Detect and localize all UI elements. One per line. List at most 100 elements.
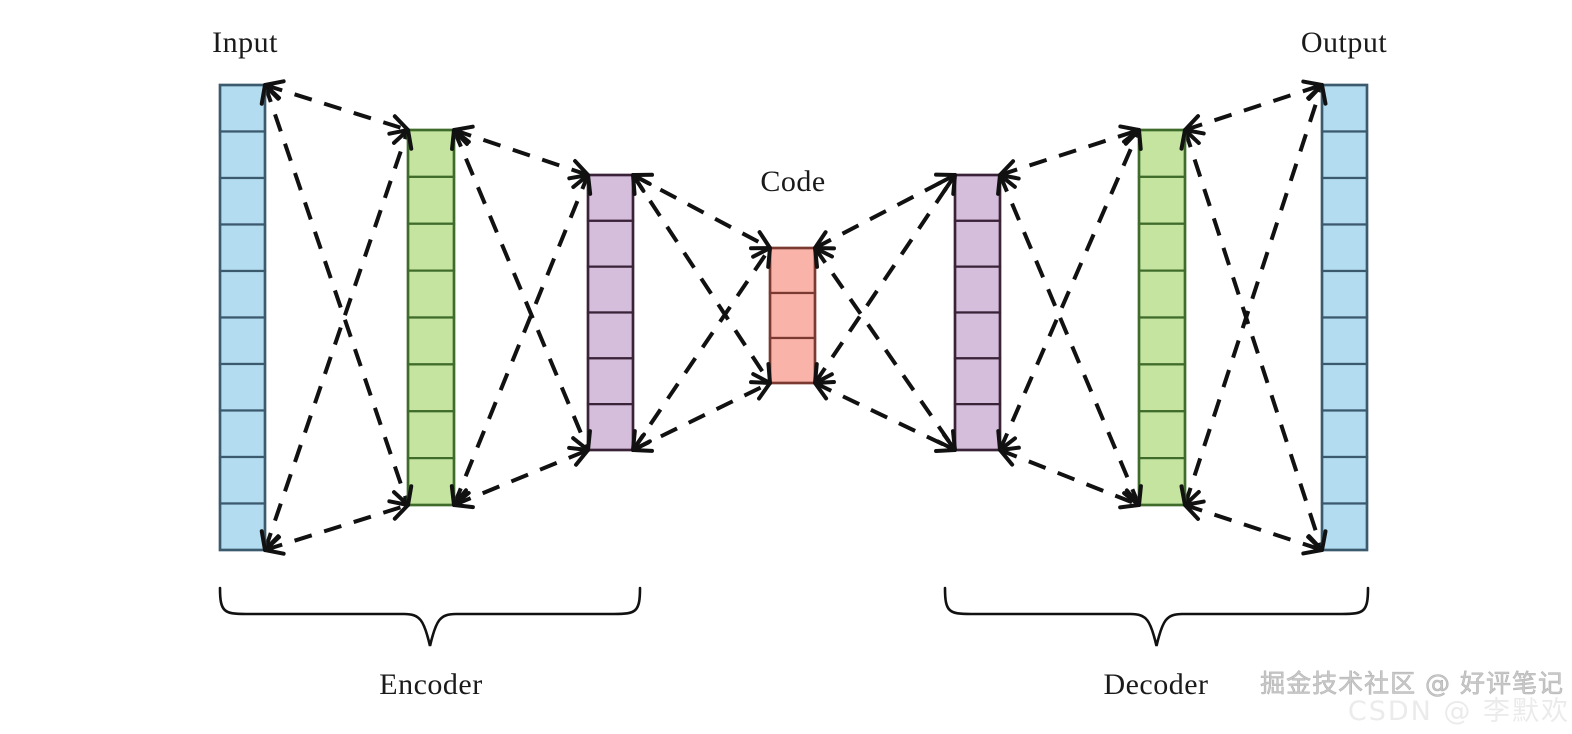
layer-encoder-hidden-2 (586, 173, 635, 452)
layer-output-unit (1320, 362, 1369, 412)
layer-encoder-hidden-2-unit (586, 173, 635, 222)
connection-arrowhead-1-2-fwd (571, 173, 593, 196)
connection-arrowhead-5-1-bwd (1179, 128, 1201, 151)
connection-arrowhead-2-1-bwd (631, 173, 652, 196)
layer-encoder-hidden-1-unit (406, 363, 456, 413)
connection-arrowhead-4-2-fwd (1122, 128, 1143, 151)
layer-encoder-hidden-1-unit (406, 128, 456, 178)
layer-input-unit (218, 362, 267, 412)
connection-arrowhead-5-3-fwd (1301, 534, 1324, 556)
layer-decoder-hidden-2-unit (1137, 175, 1187, 225)
layer-code-unit (768, 336, 817, 385)
layer-output-unit (1320, 223, 1369, 273)
connection-arrowhead-4-3-bwd (998, 445, 1021, 467)
layer-input-unit (218, 176, 267, 226)
watermark-juejin: 掘金技术社区 @ 好评笔记 (1260, 669, 1564, 699)
layer-decoder-hidden-2 (1137, 128, 1187, 507)
connection-line-code-to-decoder-hidden-1 (814, 173, 956, 250)
layer-decoder-hidden-1-unit (953, 403, 1002, 452)
connection-line-decoder-hidden-1-to-decoder-hidden-2 (998, 129, 1141, 451)
layer-output-unit (1320, 269, 1369, 319)
layer-decoder-hidden-1-unit (953, 357, 1002, 406)
layer-decoder-hidden-2-outline (1137, 128, 1187, 507)
layer-decoder-hidden-2-unit (1137, 363, 1187, 413)
connection-arrowhead-0-3-bwd (263, 534, 286, 556)
brace-label-decoder: Decoder (1103, 668, 1208, 701)
layer-output-unit (1320, 83, 1369, 133)
connection-arrowhead-1-3-bwd (452, 488, 475, 510)
connection-arrowhead-2-2-fwd (751, 246, 772, 269)
layer-label-code: Code (760, 165, 825, 198)
layer-encoder-hidden-1-unit (406, 175, 456, 225)
connections-group (263, 83, 1324, 552)
layer-input-unit (218, 269, 267, 319)
brace-encoder (218, 586, 642, 647)
connection-line-encoder-hidden-1-to-encoder-hidden-2 (452, 174, 590, 506)
connection-line-decoder-hidden-2-to-output (1183, 84, 1324, 506)
layer-encoder-hidden-2-unit (586, 357, 635, 406)
layer-input-unit (218, 83, 267, 133)
layer-input-unit (218, 223, 267, 273)
connection-line-decoder-hidden-1-to-decoder-hidden-2 (999, 448, 1140, 507)
layer-code-outline (768, 246, 817, 385)
layer-decoder-hidden-2-unit (1137, 316, 1187, 366)
layers-group (218, 83, 1369, 552)
connection-line-decoder-hidden-2-to-output (1184, 83, 1323, 132)
connection-line-encoder-hidden-1-to-encoder-hidden-2 (453, 448, 589, 507)
layer-code-unit (768, 291, 817, 340)
layer-input-unit (218, 502, 267, 552)
connection-line-decoder-hidden-2-to-output (1183, 129, 1324, 551)
connection-arrowhead-5-3-bwd (1183, 499, 1206, 521)
connection-line-encoder-hidden-2-to-code (631, 246, 772, 452)
connection-arrowhead-2-3-bwd (631, 432, 654, 453)
connection-line-code-to-decoder-hidden-1 (813, 246, 957, 452)
layer-input-outline (218, 83, 267, 552)
layer-decoder-hidden-1-unit (953, 265, 1002, 314)
layer-decoder-hidden-2-unit (1137, 269, 1187, 319)
connection-arrowhead-2-3-fwd (749, 380, 772, 401)
layer-input-unit (218, 455, 267, 505)
layer-encoder-hidden-1 (406, 128, 456, 507)
connection-line-encoder-hidden-1-to-encoder-hidden-2 (453, 128, 589, 177)
layer-output-unit (1320, 316, 1369, 366)
brace-decoder (943, 586, 1370, 647)
layer-output-unit (1320, 409, 1369, 459)
layer-encoder-hidden-1-unit (406, 269, 456, 319)
layer-code (768, 246, 817, 385)
arrowheads-group (259, 79, 1328, 556)
labels-group: Encoder Decoder Input Code Output (212, 26, 1387, 701)
connection-line-code-to-decoder-hidden-1 (814, 381, 956, 452)
layer-encoder-hidden-2-unit (586, 311, 635, 360)
layer-encoder-hidden-1-unit (406, 316, 456, 366)
layer-decoder-hidden-1 (953, 173, 1002, 452)
layer-encoder-hidden-1-unit (406, 410, 456, 460)
connection-arrowhead-1-1-bwd (450, 128, 471, 151)
layer-output-unit (1320, 502, 1369, 552)
layer-decoder-hidden-2-unit (1137, 222, 1187, 272)
layer-output-unit (1320, 176, 1369, 226)
layer-encoder-hidden-1-unit (406, 222, 456, 272)
connection-arrowhead-4-3-fwd (1118, 488, 1141, 510)
layer-decoder-hidden-2-unit (1137, 457, 1187, 507)
connection-line-decoder-hidden-2-to-output (1184, 503, 1323, 552)
connection-arrowhead-3-3-bwd (813, 379, 836, 401)
connection-line-decoder-hidden-1-to-decoder-hidden-2 (999, 128, 1140, 177)
connection-arrowhead-4-1-bwd (996, 173, 1017, 196)
layer-label-output: Output (1301, 26, 1388, 59)
layer-code-unit (768, 246, 817, 295)
braces-group (218, 586, 1370, 647)
layer-decoder-hidden-1-outline (953, 173, 1002, 452)
layer-encoder-hidden-2-unit (586, 219, 635, 268)
connection-line-input-to-encoder-hidden-1 (263, 84, 410, 506)
layer-input-unit (218, 316, 267, 366)
layer-decoder-hidden-2-unit (1137, 410, 1187, 460)
layer-input (218, 83, 267, 552)
connection-line-decoder-hidden-1-to-decoder-hidden-2 (998, 174, 1141, 506)
layer-input-unit (218, 409, 267, 459)
layer-input-unit (218, 130, 267, 180)
connection-line-input-to-encoder-hidden-1 (264, 83, 409, 132)
connection-line-input-to-encoder-hidden-1 (263, 129, 410, 551)
watermark-csdn: CSDN @ 李默欢 (1347, 696, 1570, 727)
